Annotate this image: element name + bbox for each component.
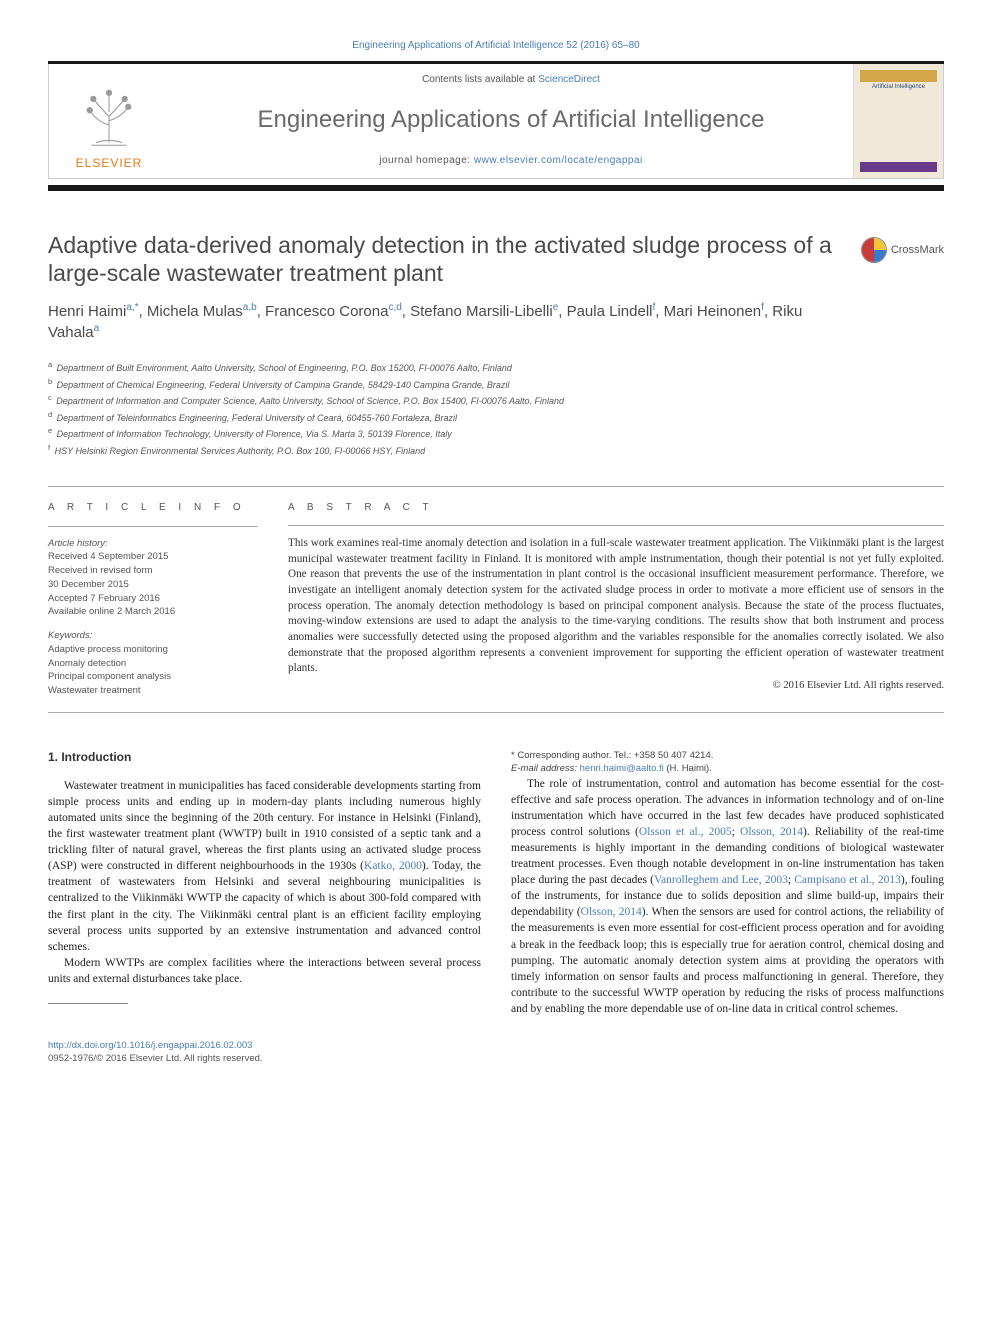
email-line: E-mail address: henri.haimi@aalto.fi (H.… <box>511 762 944 775</box>
footnotes: * Corresponding author. Tel.: +358 50 40… <box>511 749 944 776</box>
info-abstract-row: A R T I C L E I N F O Article history: R… <box>48 486 944 713</box>
keywords-lines: Adaptive process monitoringAnomaly detec… <box>48 643 258 698</box>
article-info-column: A R T I C L E I N F O Article history: R… <box>48 487 258 712</box>
crossmark-badge[interactable]: CrossMark <box>861 237 944 263</box>
ref-katko-2000[interactable]: Katko, 2000 <box>364 860 422 872</box>
abstract-column: A B S T R A C T This work examines real-… <box>288 487 944 712</box>
corresponding-author: * Corresponding author. Tel.: +358 50 40… <box>511 749 944 762</box>
doi-link[interactable]: http://dx.doi.org/10.1016/j.engappai.201… <box>48 1040 252 1051</box>
homepage-prefix: journal homepage: <box>379 155 474 166</box>
masthead: ELSEVIER Contents lists available at Sci… <box>48 64 944 179</box>
crossmark-icon <box>861 237 887 263</box>
crossmark-label: CrossMark <box>891 244 944 256</box>
journal-cover-thumb: Artificial Intelligence <box>853 64 943 178</box>
journal-homepage-line: journal homepage: www.elsevier.com/locat… <box>181 155 841 166</box>
sciencedirect-link[interactable]: ScienceDirect <box>538 74 600 85</box>
authors: Henri Haimia,*, Michela Mulasa,b, France… <box>48 301 841 343</box>
article-title: Adaptive data-derived anomaly detection … <box>48 231 841 287</box>
cover-bottom-band <box>860 162 937 172</box>
cover-title: Artificial Intelligence <box>872 84 925 91</box>
info-rule-1 <box>48 526 258 527</box>
issn-line: 0952-1976/© 2016 Elsevier Ltd. All right… <box>48 1053 263 1064</box>
running-head-link[interactable]: Engineering Applications of Artificial I… <box>352 40 639 51</box>
footnote-rule <box>48 1003 128 1004</box>
ref-olsson-2014a[interactable]: Olsson, 2014 <box>740 826 803 838</box>
section-heading-1: 1. Introduction <box>48 749 481 766</box>
history-label: Article history: <box>48 537 258 551</box>
info-rule-2 <box>288 525 944 526</box>
elsevier-tree-icon <box>57 72 161 152</box>
history-lines: Received 4 September 2015Received in rev… <box>48 550 258 619</box>
keywords-label: Keywords: <box>48 629 258 643</box>
page: Engineering Applications of Artificial I… <box>0 0 992 1096</box>
ref-campisano-2013[interactable]: Campisano et al., 2013 <box>794 874 901 886</box>
bottom-black-bar <box>48 185 944 191</box>
ref-vanrolleghem-2003[interactable]: Vanrolleghem and Lee, 2003 <box>654 874 788 886</box>
publisher-block: ELSEVIER <box>49 64 169 178</box>
ref-olsson-2005[interactable]: Olsson et al., 2005 <box>639 826 732 838</box>
contents-line: Contents lists available at ScienceDirec… <box>181 74 841 85</box>
paragraph-3: The role of instrumentation, control and… <box>511 776 944 1017</box>
doi-block: http://dx.doi.org/10.1016/j.engappai.201… <box>48 1039 944 1066</box>
abstract-heading: A B S T R A C T <box>288 501 944 515</box>
article-info-heading: A R T I C L E I N F O <box>48 501 258 516</box>
email-link[interactable]: henri.haimi@aalto.fi <box>580 763 664 774</box>
abstract-copyright: © 2016 Elsevier Ltd. All rights reserved… <box>288 679 944 694</box>
abstract-text: This work examines real-time anomaly det… <box>288 536 944 677</box>
paragraph-1: Wastewater treatment in municipalities h… <box>48 778 481 955</box>
publisher-name: ELSEVIER <box>57 156 161 170</box>
article-head: Adaptive data-derived anomaly detection … <box>48 231 944 343</box>
journal-title: Engineering Applications of Artificial I… <box>181 106 841 134</box>
ref-olsson-2014b[interactable]: Olsson, 2014 <box>581 906 642 918</box>
body-columns: 1. Introduction Wastewater treatment in … <box>48 749 944 1017</box>
running-head: Engineering Applications of Artificial I… <box>48 40 944 51</box>
contents-prefix: Contents lists available at <box>422 74 538 85</box>
homepage-link[interactable]: www.elsevier.com/locate/engappai <box>474 155 643 166</box>
cover-top-band <box>860 70 937 82</box>
masthead-center: Contents lists available at ScienceDirec… <box>169 64 853 178</box>
affiliations: a Department of Built Environment, Aalto… <box>48 359 944 458</box>
paragraph-2: Modern WWTPs are complex facilities wher… <box>48 955 481 987</box>
